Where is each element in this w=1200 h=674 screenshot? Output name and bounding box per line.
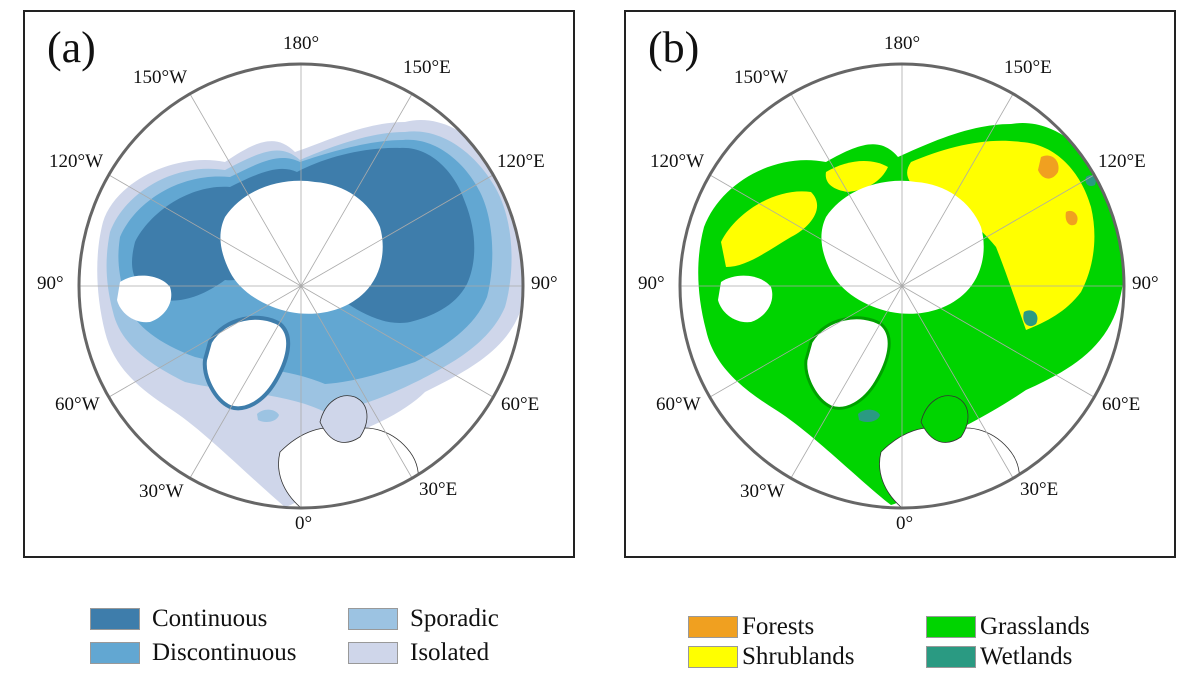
lon-label-150e: 150°E — [1004, 57, 1052, 78]
lon-label-150w: 150°W — [133, 67, 188, 88]
lon-label-120w: 120°W — [650, 151, 705, 172]
panel-a-label: (a) — [47, 23, 96, 72]
legend-vegetation: Forests Shrublands Grasslands Wetlands — [688, 604, 1158, 674]
lon-label-60e: 60°E — [1102, 394, 1141, 415]
hudson-bay — [117, 275, 172, 323]
legend-swatch — [926, 616, 976, 638]
iceland — [257, 409, 279, 423]
lon-label-30w: 30°W — [139, 481, 184, 502]
lon-label-150w: 150°W — [734, 67, 789, 88]
lon-label-30w: 30°W — [740, 481, 785, 502]
region-shrublands-north — [825, 160, 888, 192]
map-panel-b: (b) 180° 150°E 120°E 90° 60°E 30°E 0° 30… — [624, 10, 1176, 558]
legend-label: Shrublands — [742, 643, 855, 670]
permafrost-map — [77, 62, 525, 510]
lon-label-60w: 60°W — [55, 394, 100, 415]
lon-label-180: 180° — [283, 33, 320, 54]
meridian-lines — [79, 64, 523, 508]
lon-label-120e: 120°E — [1098, 151, 1146, 172]
legend-swatch — [688, 646, 738, 668]
lon-label-30e: 30°E — [1020, 479, 1059, 500]
lon-label-90e: 90° — [1132, 273, 1159, 294]
region-forests-2 — [1065, 210, 1078, 226]
legend-label: Continuous — [152, 605, 268, 632]
legend-label: Forests — [742, 613, 815, 640]
lon-label-90w: 90° — [37, 273, 64, 294]
vegetation-map — [678, 62, 1126, 510]
legend-swatch — [688, 616, 738, 638]
region-forests — [1038, 155, 1059, 179]
hudson-bay — [718, 275, 773, 323]
legend-label: Isolated — [410, 639, 490, 666]
lon-label-120e: 120°E — [497, 151, 545, 172]
legend-swatch — [348, 642, 398, 664]
legend-label: Discontinuous — [152, 639, 297, 666]
legend-label: Wetlands — [980, 643, 1073, 670]
lon-label-120w: 120°W — [49, 151, 104, 172]
lon-label-150e: 150°E — [403, 57, 451, 78]
lon-label-60e: 60°E — [501, 394, 540, 415]
greenland — [804, 316, 891, 410]
lon-label-180: 180° — [884, 33, 921, 54]
lon-label-30e: 30°E — [419, 479, 458, 500]
region-shrublands-west — [721, 191, 818, 267]
meridian-lines — [680, 64, 1124, 508]
legend-swatch — [90, 642, 140, 664]
lon-label-0: 0° — [896, 513, 914, 534]
region-wetlands — [1023, 310, 1038, 327]
greenland — [202, 315, 291, 411]
legend-swatch — [90, 608, 140, 630]
map-panel-a: (a) 180° 150°E 120°E 90° 60°E 30°E 0° 30… — [23, 10, 575, 558]
legend-permafrost: Continuous Discontinuous Sporadic Isolat… — [90, 604, 560, 674]
map-boundary-circle — [77, 62, 525, 510]
map-boundary-circle — [678, 62, 1126, 510]
scandinavia — [920, 395, 969, 443]
legend-label: Grasslands — [980, 613, 1090, 640]
panel-b-label: (b) — [648, 23, 700, 72]
region-wetlands-2 — [1085, 175, 1096, 187]
region-shrublands-east — [907, 140, 1095, 330]
lon-label-60w: 60°W — [656, 394, 701, 415]
legend-swatch — [926, 646, 976, 668]
iceland — [858, 409, 880, 423]
legend-label: Sporadic — [410, 605, 499, 632]
lon-label-0: 0° — [295, 513, 313, 534]
scandinavia — [319, 395, 368, 443]
lon-label-90e: 90° — [531, 273, 558, 294]
legend-swatch — [348, 608, 398, 630]
lon-label-90w: 90° — [638, 273, 665, 294]
